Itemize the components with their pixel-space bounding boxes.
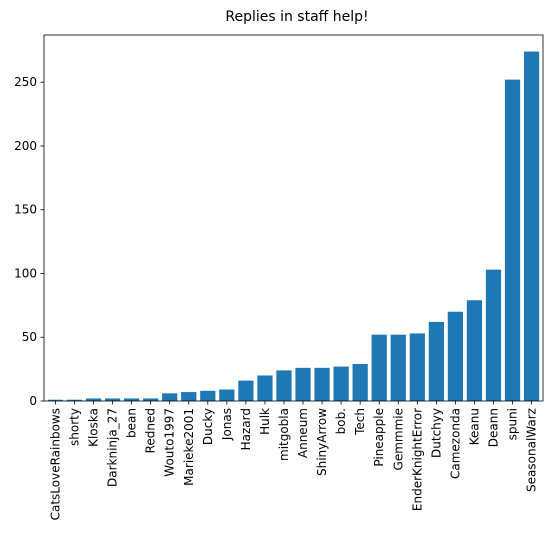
y-tick-label: 250 bbox=[14, 75, 37, 89]
bar-spuni bbox=[504, 79, 521, 401]
x-tick-label: Kloska bbox=[87, 408, 101, 447]
x-tick-label: Redned bbox=[144, 408, 158, 453]
x-tick-label: spuni bbox=[506, 408, 520, 440]
bars-group bbox=[47, 51, 540, 401]
bar-CatsLoveRainbows bbox=[47, 399, 64, 401]
bar-Anneum bbox=[295, 367, 311, 401]
x-tick-label: CatsLoveRainbows bbox=[48, 408, 62, 520]
y-axis: 0 50 100 150 200 250 bbox=[14, 75, 44, 408]
bar-Darkninja_27 bbox=[104, 398, 121, 401]
bar-Tech bbox=[352, 364, 368, 401]
x-tick-label: mitgobla bbox=[277, 408, 291, 461]
x-tick-label: Ducky bbox=[201, 408, 215, 445]
x-tick-label: Jonas bbox=[220, 408, 234, 441]
x-tick-label: Keanu bbox=[467, 408, 481, 445]
bar-bob. bbox=[333, 366, 349, 401]
y-tick-label: 50 bbox=[22, 330, 37, 344]
x-tick-label: Tech bbox=[353, 408, 367, 436]
x-tick-label: EnderKnightError bbox=[410, 408, 424, 511]
bar-Wouto1997 bbox=[162, 393, 178, 401]
bar-Redned bbox=[143, 398, 159, 401]
bar-Keanu bbox=[466, 300, 483, 401]
bar-Kloska bbox=[85, 398, 102, 401]
bar-ShinyArrow bbox=[314, 367, 330, 401]
x-tick-label: Darkninja_27 bbox=[106, 408, 120, 487]
x-tick-label: Camezonda bbox=[448, 408, 462, 479]
x-tick-label: Pineapple bbox=[372, 408, 386, 467]
bar-SeasonalWarz bbox=[523, 51, 540, 401]
y-tick-label: 0 bbox=[29, 394, 37, 408]
bar-Ducky bbox=[200, 390, 216, 401]
bar-Camezonda bbox=[447, 311, 464, 401]
x-tick-label: ShinyArrow bbox=[315, 408, 329, 476]
x-tick-label: Marieke2001 bbox=[182, 408, 196, 486]
x-tick-label: Hazard bbox=[239, 408, 253, 450]
bar-mitgobla bbox=[276, 370, 292, 401]
plot-frame bbox=[43, 34, 544, 402]
x-axis: CatsLoveRainbows shorty Kloska Darkninja_27… bbox=[48, 401, 539, 520]
x-tick-label: bean bbox=[125, 408, 139, 438]
y-tick-label: 100 bbox=[14, 266, 37, 280]
bar-Hazard bbox=[238, 380, 254, 401]
x-tick-label: bob. bbox=[334, 408, 348, 434]
x-tick-label: Anneum bbox=[296, 408, 310, 458]
x-tick-label: Deann bbox=[486, 408, 500, 447]
x-tick-label: Gemmmie bbox=[391, 408, 405, 470]
bar-Dutchyy bbox=[428, 321, 444, 401]
bar-bean bbox=[123, 398, 140, 401]
x-tick-label: Dutchyy bbox=[429, 408, 443, 458]
x-tick-label: Wouto1997 bbox=[163, 408, 177, 477]
bar-Hulk bbox=[257, 375, 273, 401]
bar-EnderKnightError bbox=[409, 333, 425, 401]
y-tick-label: 200 bbox=[14, 139, 37, 153]
bar-Pineapple bbox=[371, 334, 387, 401]
bar-Marieke2001 bbox=[181, 392, 197, 401]
bar-shorty bbox=[66, 399, 83, 401]
bar-Jonas bbox=[219, 389, 235, 401]
x-tick-label: shorty bbox=[67, 408, 81, 446]
y-tick-label: 150 bbox=[14, 203, 37, 217]
x-tick-label: Hulk bbox=[258, 408, 272, 435]
x-tick-label: SeasonalWarz bbox=[525, 408, 539, 492]
bar-Deann bbox=[485, 269, 502, 401]
bar-Gemmmie bbox=[390, 334, 406, 401]
chart-title: Replies in staff help! bbox=[225, 9, 368, 25]
